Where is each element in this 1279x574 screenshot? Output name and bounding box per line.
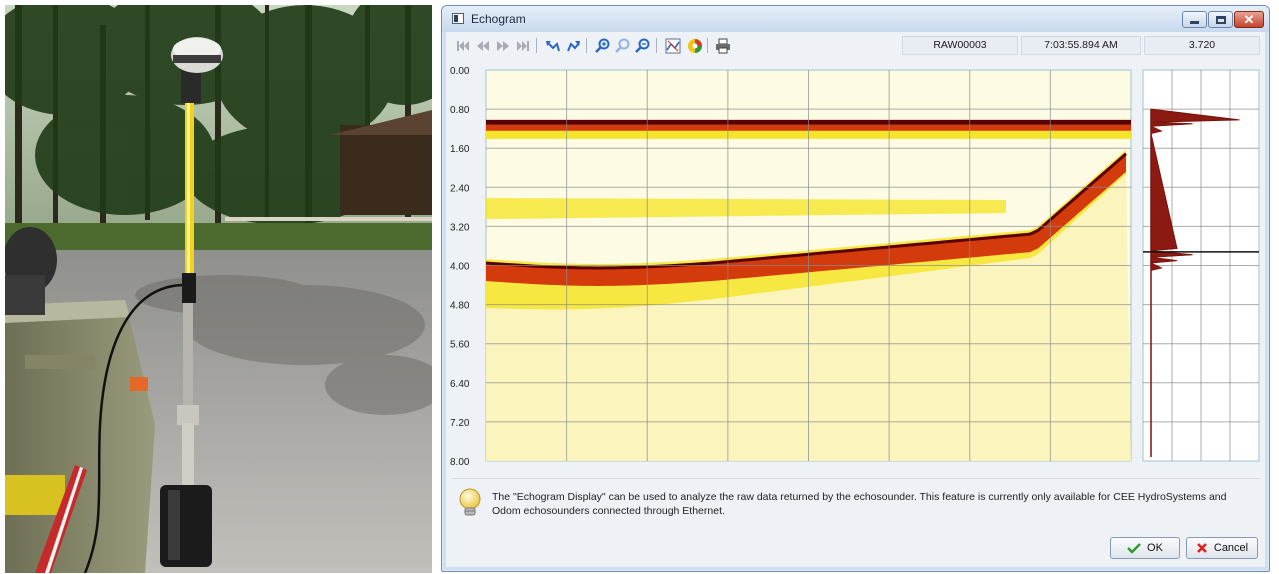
ok-label: OK [1147, 542, 1163, 554]
window-title: Echogram [471, 12, 526, 26]
maximize-icon [1216, 16, 1226, 24]
first-record-icon [456, 40, 470, 52]
toolbar-separator [586, 38, 587, 53]
last-record-button[interactable] [514, 37, 531, 54]
close-button[interactable]: ✕ [1234, 11, 1264, 28]
title-bar[interactable]: Echogram ✕ [442, 6, 1269, 32]
maximize-button[interactable] [1208, 11, 1233, 28]
field-photo [5, 5, 432, 573]
y-tick-label: 3.20 [450, 222, 470, 233]
undo-view-icon [545, 39, 561, 53]
cancel-label: Cancel [1214, 542, 1248, 554]
ping-time-field: 7:03:55.894 AM [1021, 36, 1141, 55]
undo-view-button[interactable] [544, 37, 561, 54]
print-button[interactable] [714, 37, 731, 54]
close-icon: ✕ [1244, 13, 1255, 26]
ok-button[interactable]: OK [1110, 537, 1180, 559]
step-forward-button[interactable] [494, 37, 511, 54]
minimize-button[interactable] [1182, 11, 1207, 28]
depth-value-field: 3.720 [1144, 36, 1260, 55]
first-record-button[interactable] [454, 37, 471, 54]
bottom-track-icon [665, 38, 681, 54]
zoom-out-icon [635, 38, 651, 54]
gps-pole-photo-image [5, 5, 432, 573]
print-icon [715, 38, 731, 54]
y-tick-label: 8.00 [450, 457, 470, 467]
step-back-icon [476, 40, 490, 52]
cancel-button[interactable]: Cancel [1186, 537, 1258, 559]
y-tick-label: 7.20 [450, 418, 470, 429]
color-palette-button[interactable] [686, 37, 703, 54]
zoom-in-button[interactable] [594, 37, 611, 54]
info-panel: The "Echogram Display" can be used to an… [452, 478, 1260, 526]
zoom-in-icon [595, 38, 611, 54]
y-tick-label: 0.80 [450, 105, 470, 116]
cross-icon [1196, 542, 1208, 554]
y-tick-label: 0.00 [450, 66, 470, 77]
toolbar-separator [536, 38, 537, 53]
minimize-icon [1190, 21, 1199, 24]
redo-view-icon [565, 39, 581, 53]
y-tick-label: 2.40 [450, 183, 470, 194]
bottom-track-button[interactable] [664, 37, 681, 54]
y-tick-label: 4.80 [450, 301, 470, 312]
toolbar-separator [707, 38, 708, 53]
zoom-out-button[interactable] [634, 37, 651, 54]
check-icon [1127, 542, 1141, 554]
last-record-icon [516, 40, 530, 52]
zoom-reset-icon [615, 38, 631, 54]
window-client-area: RAW00003 7:03:55.894 AM 3.720 0.00 0.80 1.… [446, 32, 1265, 567]
toolbar-separator [656, 38, 657, 53]
echogram-plot[interactable]: 0.00 0.80 1.60 2.40 3.20 4.00 4.80 5.60 6.40 7.20… [446, 65, 1264, 467]
file-name-field: RAW00003 [902, 36, 1018, 55]
step-forward-icon [496, 40, 510, 52]
lightbulb-icon [457, 487, 483, 519]
zoom-reset-button[interactable] [614, 37, 631, 54]
y-tick-label: 6.40 [450, 379, 470, 390]
window-app-icon [452, 13, 464, 24]
color-palette-icon [687, 38, 703, 54]
step-back-button[interactable] [474, 37, 491, 54]
y-tick-label: 5.60 [450, 340, 470, 351]
y-tick-label: 1.60 [450, 144, 470, 155]
echogram-window: Echogram ✕ [441, 5, 1270, 572]
info-text: The "Echogram Display" can be used to an… [492, 490, 1252, 518]
y-tick-label: 4.00 [450, 262, 470, 273]
echogram-toolbar: RAW00003 7:03:55.894 AM 3.720 [446, 32, 1265, 60]
redo-view-button[interactable] [564, 37, 581, 54]
